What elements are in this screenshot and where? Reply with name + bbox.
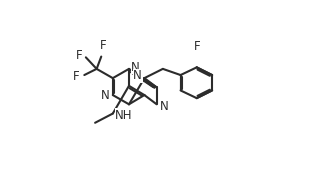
Text: F: F xyxy=(193,40,200,53)
Text: N: N xyxy=(101,89,110,101)
Text: NH: NH xyxy=(115,108,132,122)
Text: F: F xyxy=(100,39,106,52)
Text: N: N xyxy=(160,100,169,113)
Text: F: F xyxy=(73,70,80,83)
Text: N: N xyxy=(133,69,142,82)
Text: N: N xyxy=(131,61,140,74)
Text: F: F xyxy=(75,49,82,62)
